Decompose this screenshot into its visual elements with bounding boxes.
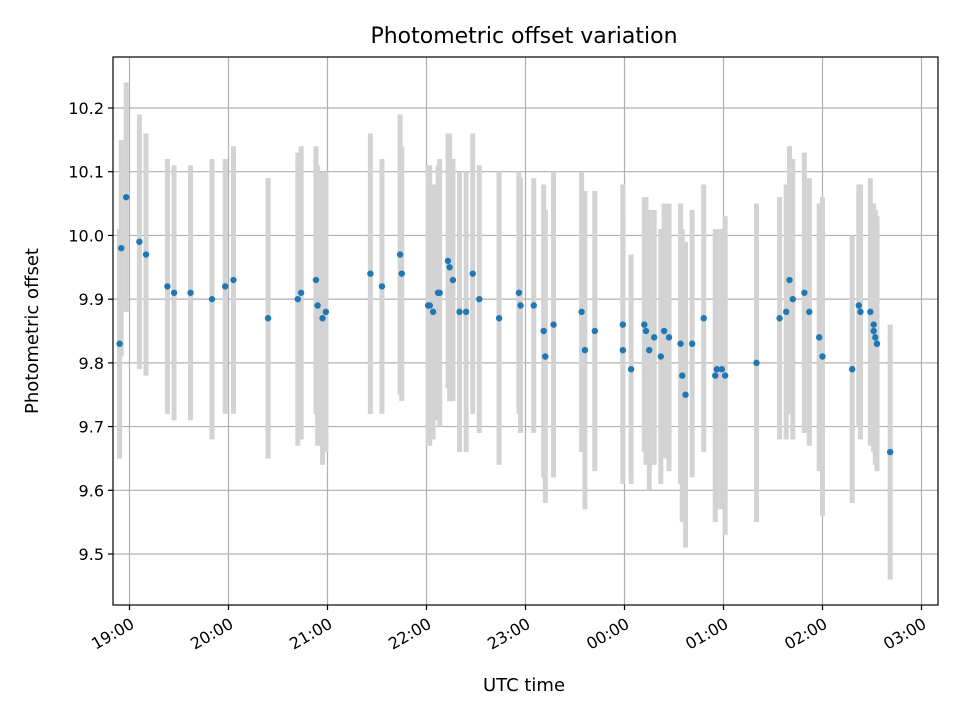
data-point — [312, 276, 320, 284]
y-tick-label: 9.9 — [79, 290, 104, 309]
data-point — [873, 340, 881, 347]
data-point — [530, 302, 537, 309]
data-point — [378, 283, 386, 290]
data-point — [786, 276, 793, 284]
data-point — [783, 308, 790, 316]
data-point — [462, 308, 470, 316]
data-point — [849, 366, 856, 373]
data-point — [550, 321, 557, 328]
data-point — [294, 295, 301, 303]
data-point — [679, 372, 686, 379]
data-point — [542, 353, 549, 360]
data-point — [619, 321, 627, 328]
data-point — [444, 257, 452, 265]
y-tick-label: 9.5 — [79, 545, 104, 564]
y-tick-label: 10.0 — [68, 226, 104, 245]
data-point — [819, 353, 826, 360]
y-tick-label: 9.7 — [79, 418, 104, 437]
data-point — [396, 251, 404, 258]
data-point — [429, 308, 437, 316]
data-point — [517, 302, 524, 309]
data-point — [857, 308, 864, 316]
data-point — [753, 359, 760, 367]
data-point — [476, 295, 483, 303]
data-point — [870, 321, 877, 328]
data-point — [456, 308, 463, 316]
data-point — [319, 315, 326, 322]
data-point — [651, 334, 658, 341]
data-point — [646, 346, 653, 354]
data-point — [665, 334, 673, 341]
data-point — [230, 276, 237, 284]
data-point — [721, 372, 729, 379]
data-point — [322, 308, 330, 316]
data-point — [619, 346, 627, 354]
data-point — [222, 283, 229, 290]
data-point — [677, 340, 684, 347]
data-point — [449, 276, 457, 284]
data-point — [801, 289, 808, 296]
data-point — [123, 193, 130, 201]
data-point — [816, 334, 823, 341]
y-tick-label: 9.6 — [79, 481, 104, 500]
data-point — [264, 315, 272, 322]
data-point — [436, 289, 443, 296]
data-point — [657, 353, 664, 360]
data-point — [495, 315, 503, 322]
data-point — [776, 315, 783, 322]
data-point — [789, 295, 796, 303]
data-point — [187, 289, 194, 296]
data-point — [578, 308, 585, 316]
data-point — [142, 251, 150, 258]
data-point — [641, 321, 648, 328]
data-point — [712, 372, 719, 379]
x-axis-title: UTC time — [483, 675, 565, 696]
data-point — [164, 283, 171, 290]
data-point — [118, 244, 125, 252]
data-point — [870, 327, 877, 335]
grid — [113, 57, 938, 605]
data-point — [136, 238, 143, 245]
data-point — [116, 340, 123, 347]
data-point — [367, 270, 374, 277]
data-point — [540, 327, 547, 335]
data-point — [660, 327, 668, 335]
data-point — [886, 448, 894, 456]
data-point — [208, 295, 216, 303]
data-point — [469, 270, 476, 277]
data-point — [682, 391, 689, 398]
data-point — [855, 302, 862, 309]
data-point — [591, 327, 598, 335]
data-point — [170, 289, 178, 296]
data-point — [627, 366, 635, 373]
data-point — [867, 308, 874, 316]
chart-title: Photometric offset variation — [370, 24, 677, 49]
data-point — [297, 289, 305, 296]
data-point — [314, 302, 321, 309]
data-point — [688, 340, 696, 347]
y-tick-label: 9.8 — [79, 354, 104, 373]
data-point — [581, 346, 589, 354]
data-point — [398, 270, 405, 277]
data-point — [718, 366, 726, 373]
data-point — [872, 334, 879, 341]
y-axis-title: Photometric offset — [22, 248, 43, 414]
data-point — [806, 308, 813, 316]
data-point — [426, 302, 433, 309]
data-point — [515, 289, 523, 296]
data-points — [116, 193, 894, 456]
y-tick-label: 10.1 — [68, 163, 104, 182]
data-point — [700, 315, 707, 322]
data-point — [642, 327, 650, 335]
data-point — [446, 264, 453, 271]
y-tick-label: 10.2 — [68, 99, 104, 118]
data-point — [713, 366, 721, 373]
